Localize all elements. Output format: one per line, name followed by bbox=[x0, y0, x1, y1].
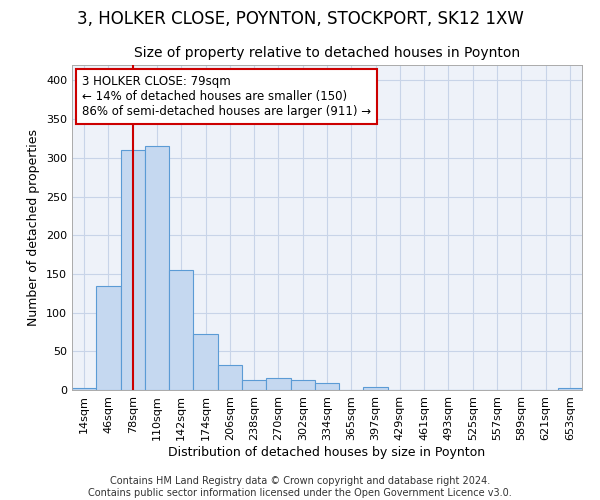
Bar bbox=[266, 378, 290, 390]
Text: 3 HOLKER CLOSE: 79sqm
← 14% of detached houses are smaller (150)
86% of semi-det: 3 HOLKER CLOSE: 79sqm ← 14% of detached … bbox=[82, 74, 371, 118]
Bar bbox=[290, 380, 315, 390]
Bar bbox=[242, 380, 266, 390]
Text: 3, HOLKER CLOSE, POYNTON, STOCKPORT, SK12 1XW: 3, HOLKER CLOSE, POYNTON, STOCKPORT, SK1… bbox=[77, 10, 523, 28]
Bar bbox=[558, 388, 582, 390]
Bar bbox=[96, 286, 121, 390]
Bar bbox=[72, 388, 96, 390]
Bar bbox=[218, 365, 242, 390]
Bar bbox=[315, 383, 339, 390]
Bar bbox=[145, 146, 169, 390]
Title: Size of property relative to detached houses in Poynton: Size of property relative to detached ho… bbox=[134, 46, 520, 60]
Bar bbox=[193, 334, 218, 390]
Text: Contains HM Land Registry data © Crown copyright and database right 2024.
Contai: Contains HM Land Registry data © Crown c… bbox=[88, 476, 512, 498]
X-axis label: Distribution of detached houses by size in Poynton: Distribution of detached houses by size … bbox=[169, 446, 485, 458]
Bar bbox=[121, 150, 145, 390]
Y-axis label: Number of detached properties: Number of detached properties bbox=[28, 129, 40, 326]
Bar bbox=[364, 387, 388, 390]
Bar bbox=[169, 270, 193, 390]
